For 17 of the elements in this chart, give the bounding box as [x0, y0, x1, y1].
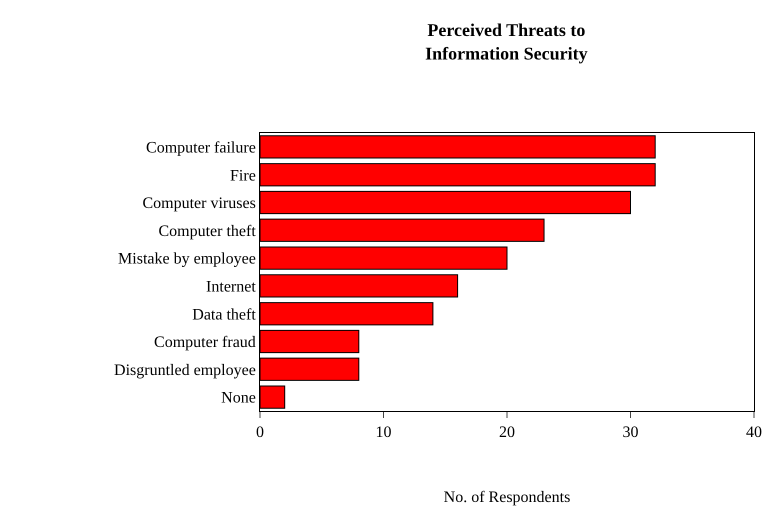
- y-tick-label: Fire: [230, 167, 256, 184]
- y-tick-label: Computer fraud: [154, 334, 256, 352]
- x-tick-label: 0: [256, 424, 264, 442]
- y-tick-label: Computer theft: [158, 222, 256, 240]
- y-tick-label: Data theft: [192, 306, 256, 324]
- x-tick-label: 30: [622, 424, 638, 442]
- y-tick-label: Computer viruses: [142, 195, 256, 212]
- y-tick-label: Internet: [206, 278, 256, 296]
- x-axis-title: No. of Respondents: [444, 488, 570, 506]
- x-tick-label: 10: [376, 424, 392, 442]
- y-tick-label: Disgruntled employee: [114, 362, 256, 379]
- y-tick-label: Computer failure: [146, 140, 256, 156]
- x-tick-label: 40: [746, 424, 762, 442]
- chart-title: Perceived Threats to Information Security: [425, 20, 588, 64]
- x-tick-label: 20: [499, 424, 515, 442]
- y-tick-label: None: [221, 390, 256, 407]
- y-tick-label: Mistake by employee: [118, 250, 256, 268]
